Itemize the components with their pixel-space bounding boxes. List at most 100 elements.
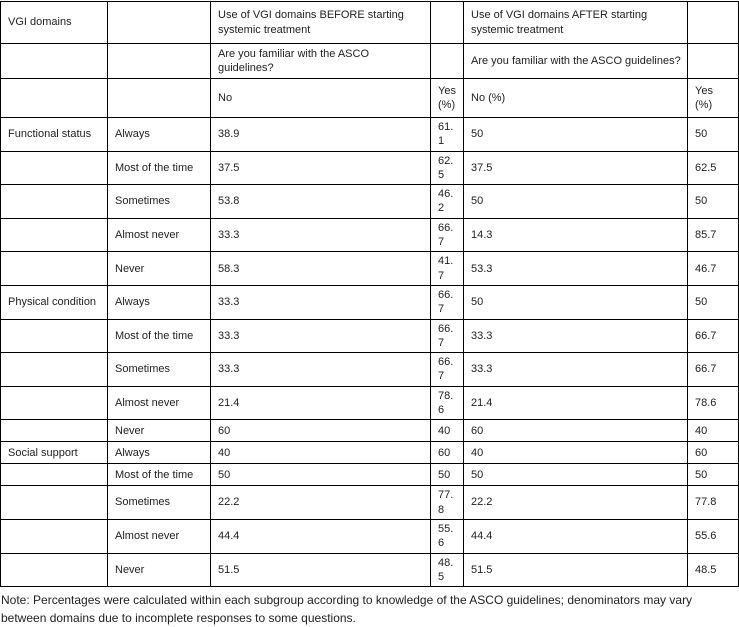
empty-cell bbox=[0, 43, 108, 79]
empty-cell bbox=[0, 150, 108, 186]
before-title-cell: Use of VGI domains BEFORE starting syste… bbox=[210, 1, 431, 44]
frequency-cell: Almost never bbox=[107, 518, 211, 554]
before-yes-cell: 78.6 bbox=[430, 385, 464, 421]
after-no-cell: 51.5 bbox=[463, 552, 688, 588]
before-no-cell: 40 bbox=[210, 441, 431, 465]
header-row-yesno: No Yes (%) No (%) Yes (%) bbox=[0, 78, 739, 118]
empty-cell bbox=[107, 1, 211, 44]
before-no-cell: 37.5 bbox=[210, 150, 431, 186]
after-yes-cell: 48.5 bbox=[687, 552, 739, 588]
frequency-cell: Never bbox=[107, 552, 211, 588]
data-row: Almost never 33.3 66.7 14.3 85.7 bbox=[0, 217, 739, 253]
after-no-cell: 33.3 bbox=[463, 352, 688, 387]
before-yes-cell: 48.5 bbox=[430, 552, 464, 588]
empty-cell bbox=[430, 1, 464, 44]
empty-cell bbox=[0, 184, 108, 219]
before-yes-cell: 66.7 bbox=[430, 318, 464, 354]
after-yes-cell: 66.7 bbox=[687, 352, 739, 387]
table-note: Note: Percentages were calculated within… bbox=[1, 593, 693, 625]
after-yes-cell: 46.7 bbox=[687, 251, 739, 286]
data-row: Most of the time 33.3 66.7 33.3 66.7 bbox=[0, 318, 739, 354]
data-row: Never 51.5 48.5 51.5 48.5 bbox=[0, 552, 739, 588]
before-yes-cell: 61.1 bbox=[430, 117, 464, 152]
before-no-cell: 33.3 bbox=[210, 318, 431, 354]
frequency-cell: Most of the time bbox=[107, 318, 211, 354]
after-yes-cell: 50 bbox=[687, 463, 739, 487]
after-no-cell: 14.3 bbox=[463, 217, 688, 253]
after-no-cell: 50 bbox=[463, 284, 688, 320]
before-yes-cell: 46.2 bbox=[430, 184, 464, 219]
before-yes-header-cell: Yes (%) bbox=[430, 78, 464, 118]
empty-cell bbox=[107, 43, 211, 79]
frequency-cell: Always bbox=[107, 117, 211, 152]
after-yes-cell: 40 bbox=[687, 419, 739, 443]
before-question-cell: Are you familiar with the ASCO guideline… bbox=[210, 43, 431, 79]
after-yes-cell: 50 bbox=[687, 117, 739, 152]
before-yes-cell: 40 bbox=[430, 419, 464, 443]
before-yes-cell: 66.7 bbox=[430, 284, 464, 320]
after-title-cell: Use of VGI domains AFTER starting system… bbox=[463, 1, 688, 44]
before-no-cell: 44.4 bbox=[210, 518, 431, 554]
frequency-cell: Most of the time bbox=[107, 150, 211, 186]
before-no-cell: 60 bbox=[210, 419, 431, 443]
empty-cell bbox=[0, 385, 108, 421]
before-yes-cell: 66.7 bbox=[430, 352, 464, 387]
after-yes-header-cell: Yes (%) bbox=[687, 78, 739, 118]
after-no-cell: 60 bbox=[463, 419, 688, 443]
empty-cell bbox=[687, 1, 739, 44]
empty-cell bbox=[0, 419, 108, 443]
data-row: Never 60 40 60 40 bbox=[0, 419, 739, 443]
before-yes-cell: 55.6 bbox=[430, 518, 464, 554]
data-row: Most of the time 50 50 50 50 bbox=[0, 463, 739, 487]
before-no-cell: 53.8 bbox=[210, 184, 431, 219]
data-row: Sometimes 53.8 46.2 50 50 bbox=[0, 184, 739, 219]
before-no-cell: 33.3 bbox=[210, 352, 431, 387]
data-row: Almost never 21.4 78.6 21.4 78.6 bbox=[0, 385, 739, 421]
after-yes-cell: 66.7 bbox=[687, 318, 739, 354]
after-no-cell: 21.4 bbox=[463, 385, 688, 421]
empty-cell bbox=[107, 78, 211, 118]
before-yes-cell: 66.7 bbox=[430, 217, 464, 253]
before-yes-cell: 60 bbox=[430, 441, 464, 465]
before-no-cell: 50 bbox=[210, 463, 431, 487]
after-no-header-cell: No (%) bbox=[463, 78, 688, 118]
after-yes-cell: 78.6 bbox=[687, 385, 739, 421]
after-no-cell: 50 bbox=[463, 184, 688, 219]
frequency-cell: Sometimes bbox=[107, 352, 211, 387]
before-no-cell: 38.9 bbox=[210, 117, 431, 152]
before-yes-cell: 62.5 bbox=[430, 150, 464, 186]
frequency-cell: Sometimes bbox=[107, 184, 211, 219]
empty-cell bbox=[0, 352, 108, 387]
domains-header-cell: VGI domains bbox=[0, 1, 108, 44]
after-yes-cell: 50 bbox=[687, 284, 739, 320]
before-no-cell: 51.5 bbox=[210, 552, 431, 588]
data-row: Social support Always 40 60 40 60 bbox=[0, 441, 739, 465]
empty-cell bbox=[0, 552, 108, 588]
after-yes-cell: 85.7 bbox=[687, 217, 739, 253]
frequency-cell: Most of the time bbox=[107, 463, 211, 487]
empty-cell bbox=[0, 78, 108, 118]
before-no-cell: 22.2 bbox=[210, 485, 431, 520]
data-row: Never 58.3 41.7 53.3 46.7 bbox=[0, 251, 739, 286]
domain-cell: Functional status bbox=[0, 117, 108, 152]
frequency-cell: Always bbox=[107, 284, 211, 320]
after-question-cell: Are you familiar with the ASCO guideline… bbox=[463, 43, 688, 79]
data-row: Sometimes 33.3 66.7 33.3 66.7 bbox=[0, 352, 739, 387]
after-yes-cell: 77.8 bbox=[687, 485, 739, 520]
before-yes-cell: 41.7 bbox=[430, 251, 464, 286]
empty-cell bbox=[0, 318, 108, 354]
after-no-cell: 44.4 bbox=[463, 518, 688, 554]
before-no-cell: 33.3 bbox=[210, 217, 431, 253]
data-row: Functional status Always 38.9 61.1 50 50 bbox=[0, 117, 739, 152]
empty-cell bbox=[430, 43, 464, 79]
before-no-cell: 58.3 bbox=[210, 251, 431, 286]
header-row-question: Are you familiar with the ASCO guideline… bbox=[0, 43, 739, 79]
empty-cell bbox=[0, 518, 108, 554]
after-yes-cell: 62.5 bbox=[687, 150, 739, 186]
frequency-cell: Never bbox=[107, 251, 211, 286]
data-row: Most of the time 37.5 62.5 37.5 62.5 bbox=[0, 150, 739, 186]
frequency-cell: Never bbox=[107, 419, 211, 443]
empty-cell bbox=[0, 485, 108, 520]
data-row: Sometimes 22.2 77.8 22.2 77.8 bbox=[0, 485, 739, 520]
data-row: Physical condition Always 33.3 66.7 50 5… bbox=[0, 284, 739, 320]
